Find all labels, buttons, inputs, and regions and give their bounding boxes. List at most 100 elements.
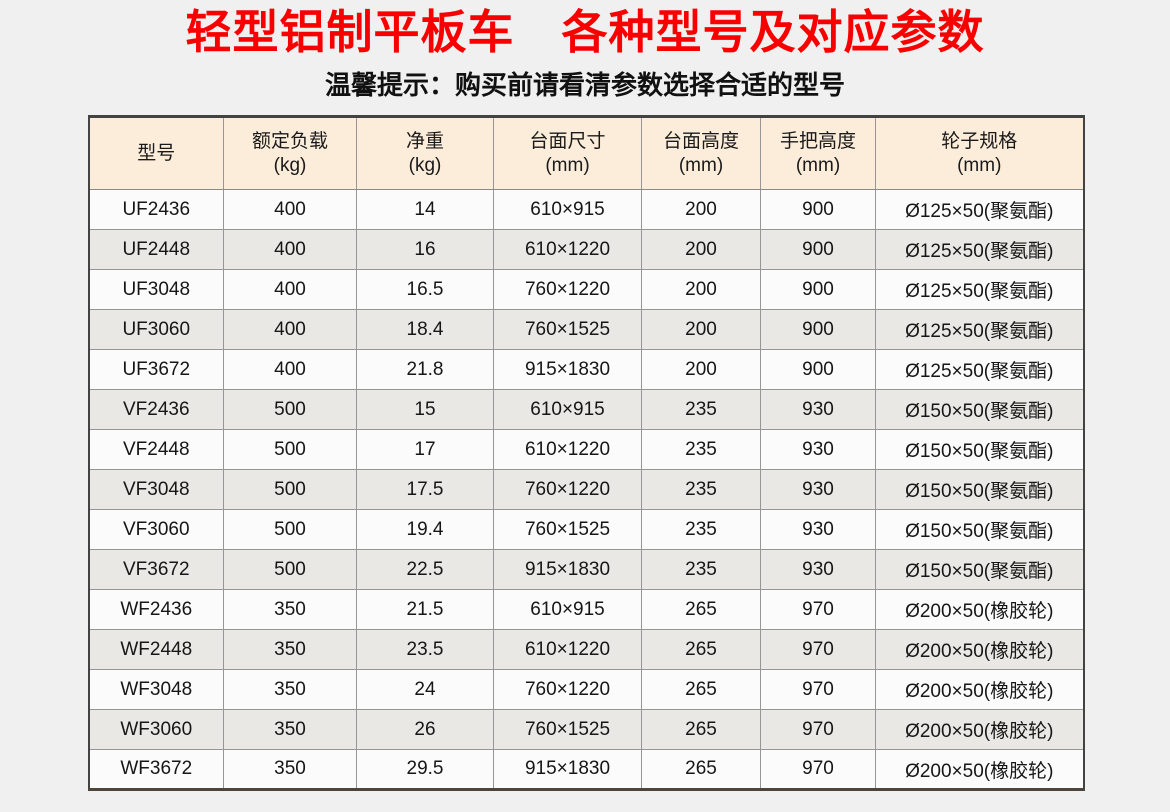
col-header-wheel-spec: 轮子规格 (mm) xyxy=(875,116,1084,190)
col-header-deck-height: 台面高度 (mm) xyxy=(641,116,761,190)
table-cell: WF3060 xyxy=(88,709,224,750)
table-cell: WF3672 xyxy=(88,749,224,790)
table-cell: 610×1220 xyxy=(493,229,642,270)
table-cell: 19.4 xyxy=(356,509,494,550)
table-cell: 610×915 xyxy=(493,589,642,630)
table-row: UF3048 400 16.5 760×1220 200 900 Ø125×50(聚氨酯) xyxy=(88,269,1084,310)
table-cell: 900 xyxy=(760,269,876,310)
col-header-net-weight: 净重 (kg) xyxy=(356,116,494,190)
table-cell: 970 xyxy=(760,709,876,750)
table-cell: 16.5 xyxy=(356,269,494,310)
table-row: VF3048 500 17.5 760×1220 235 930 Ø150×50(聚氨酯) xyxy=(88,469,1084,510)
table-cell: 760×1220 xyxy=(493,269,642,310)
col-header-model: 型号 xyxy=(88,116,224,190)
col-header-label: 轮子规格 xyxy=(941,130,1018,152)
table-cell: VF3672 xyxy=(88,549,224,590)
table-cell: 21.8 xyxy=(356,349,494,390)
table-cell: Ø150×50(聚氨酯) xyxy=(875,389,1084,430)
table-row: VF2436 500 15 610×915 235 930 Ø150×50(聚氨酯) xyxy=(88,389,1084,430)
table-cell: Ø150×50(聚氨酯) xyxy=(875,469,1084,510)
table-cell: Ø200×50(橡胶轮) xyxy=(875,749,1084,790)
table-cell: 15 xyxy=(356,389,494,430)
table-row: WF2436 350 21.5 610×915 265 970 Ø200×50(橡胶轮) xyxy=(88,589,1084,630)
table-cell: 915×1830 xyxy=(493,349,642,390)
col-header-label: 台面尺寸 xyxy=(529,130,606,152)
table-cell: VF3048 xyxy=(88,469,224,510)
table-cell: 22.5 xyxy=(356,549,494,590)
col-header-label: 手把高度 xyxy=(779,130,856,152)
table-cell: 235 xyxy=(641,429,761,470)
page-header: 轻型铝制平板车 各种型号及对应参数 温馨提示：购买前请看清参数选择合适的型号 xyxy=(0,0,1170,100)
table-row: WF3048 350 24 760×1220 265 970 Ø200×50(橡胶轮) xyxy=(88,669,1084,710)
table-cell: 900 xyxy=(760,189,876,230)
table-cell: 265 xyxy=(641,749,761,790)
table-cell: 200 xyxy=(641,309,761,350)
table-cell: 760×1220 xyxy=(493,669,642,710)
table-row: UF3060 400 18.4 760×1525 200 900 Ø125×50(聚氨酯) xyxy=(88,309,1084,350)
table-cell: Ø125×50(聚氨酯) xyxy=(875,229,1084,270)
table-cell: Ø200×50(橡胶轮) xyxy=(875,709,1084,750)
table-cell: 930 xyxy=(760,429,876,470)
table-cell: 16 xyxy=(356,229,494,270)
table-cell: 760×1525 xyxy=(493,509,642,550)
table-cell: UF3048 xyxy=(88,269,224,310)
col-header-unit: (mm) xyxy=(678,154,724,176)
col-header-handle-height: 手把高度 (mm) xyxy=(760,116,876,190)
table-cell: UF3060 xyxy=(88,309,224,350)
table-cell: 760×1525 xyxy=(493,309,642,350)
table-cell: Ø125×50(聚氨酯) xyxy=(875,189,1084,230)
table-cell: Ø200×50(橡胶轮) xyxy=(875,669,1084,710)
table-cell: VF3060 xyxy=(88,509,224,550)
table-cell: WF2436 xyxy=(88,589,224,630)
table-cell: 350 xyxy=(223,629,357,670)
table-row: UF2448 400 16 610×1220 200 900 Ø125×50(聚氨酯) xyxy=(88,229,1084,270)
table-cell: 930 xyxy=(760,549,876,590)
table-cell: 17 xyxy=(356,429,494,470)
table-cell: 350 xyxy=(223,709,357,750)
table-row: VF3672 500 22.5 915×1830 235 930 Ø150×50(聚氨酯) xyxy=(88,549,1084,590)
col-header-label: 台面高度 xyxy=(662,130,739,152)
table-cell: 500 xyxy=(223,469,357,510)
table-cell: 24 xyxy=(356,669,494,710)
table-cell: Ø150×50(聚氨酯) xyxy=(875,549,1084,590)
table-cell: Ø125×50(聚氨酯) xyxy=(875,269,1084,310)
col-header-rated-load: 额定负载 (kg) xyxy=(223,116,357,190)
spec-table-wrapper: 型号 额定负载 (kg) 净重 (kg) 台面尺寸 (mm) 台面高度 ( xyxy=(87,115,1085,791)
table-cell: 26 xyxy=(356,709,494,750)
table-cell: VF2436 xyxy=(88,389,224,430)
table-cell: 265 xyxy=(641,589,761,630)
col-header-unit: (kg) xyxy=(273,154,307,176)
table-cell: 200 xyxy=(641,229,761,270)
table-cell: 970 xyxy=(760,629,876,670)
table-cell: 500 xyxy=(223,549,357,590)
page-title: 轻型铝制平板车 各种型号及对应参数 xyxy=(185,6,985,58)
col-header-label: 净重 xyxy=(405,130,444,152)
table-cell: 23.5 xyxy=(356,629,494,670)
table-cell: 930 xyxy=(760,469,876,510)
table-cell: 400 xyxy=(223,349,357,390)
table-cell: 235 xyxy=(641,469,761,510)
table-header-row: 型号 额定负载 (kg) 净重 (kg) 台面尺寸 (mm) 台面高度 ( xyxy=(88,116,1084,190)
table-cell: 930 xyxy=(760,389,876,430)
table-cell: 760×1220 xyxy=(493,469,642,510)
table-cell: 400 xyxy=(223,269,357,310)
table-cell: 235 xyxy=(641,509,761,550)
table-cell: 500 xyxy=(223,389,357,430)
table-cell: UF2436 xyxy=(88,189,224,230)
table-cell: 200 xyxy=(641,349,761,390)
table-cell: 235 xyxy=(641,389,761,430)
table-cell: 900 xyxy=(760,229,876,270)
table-cell: 900 xyxy=(760,349,876,390)
table-cell: 930 xyxy=(760,509,876,550)
table-cell: UF3672 xyxy=(88,349,224,390)
table-cell: 915×1830 xyxy=(493,549,642,590)
col-header-unit: (mm) xyxy=(545,154,590,176)
table-cell: 29.5 xyxy=(356,749,494,790)
table-cell: 21.5 xyxy=(356,589,494,630)
table-cell: 400 xyxy=(223,309,357,350)
table-row: WF3060 350 26 760×1525 265 970 Ø200×50(橡胶轮) xyxy=(88,709,1084,750)
table-cell: Ø200×50(橡胶轮) xyxy=(875,629,1084,670)
col-header-unit: (mm) xyxy=(795,154,841,176)
table-cell: 265 xyxy=(641,629,761,670)
table-cell: VF2448 xyxy=(88,429,224,470)
